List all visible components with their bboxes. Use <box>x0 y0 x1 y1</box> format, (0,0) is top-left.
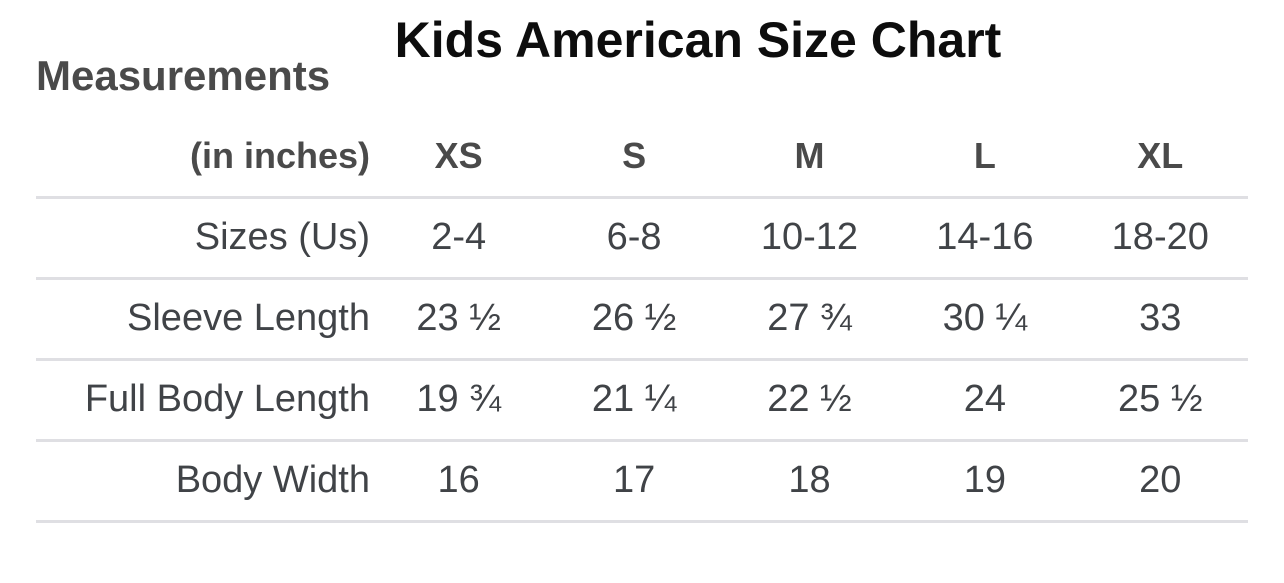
size-column-header-xl: XL <box>1137 134 1184 176</box>
size-value-cell: 27 ¾ <box>767 297 852 339</box>
size-value-cell: 16 <box>437 459 480 501</box>
size-value-cell: 24 <box>963 378 1006 420</box>
size-value-cell: 22 ½ <box>767 378 852 420</box>
table-row-sleeve-length: Sleeve Length 23 ½ 26 ½ 27 ¾ 30 ¼ 33 <box>36 278 1248 359</box>
size-value-cell: 30 ¼ <box>942 297 1028 339</box>
size-value-cell: 26 ½ <box>591 297 677 339</box>
measurements-label: Measurements <box>36 52 331 99</box>
size-value-cell: 19 ¾ <box>416 378 501 420</box>
size-chart-table: (in inches) XS S M L XL Sizes (Us) 2-4 6… <box>36 116 1248 523</box>
row-label: Sizes (Us) <box>194 216 370 258</box>
size-column-header-m: M <box>794 134 825 176</box>
size-value-cell: 23 ½ <box>416 297 501 339</box>
size-value-cell: 2-4 <box>431 216 487 258</box>
size-value-cell: 10-12 <box>760 216 859 258</box>
size-value-cell: 19 <box>963 459 1006 501</box>
page-title: Kids American Size Chart <box>394 12 1002 68</box>
row-label: Full Body Length <box>84 378 370 420</box>
size-value-cell: 18 <box>788 459 831 501</box>
size-value-cell: 18-20 <box>1111 216 1209 258</box>
size-value-cell: 6-8 <box>606 216 662 258</box>
size-column-header-s: S <box>622 134 647 176</box>
size-value-cell: 17 <box>612 459 656 501</box>
row-label: Body Width <box>175 459 370 501</box>
table-row-full-body-length: Full Body Length 19 ¾ 21 ¼ 22 ½ 24 25 ½ <box>36 359 1248 440</box>
size-value-cell: 14-16 <box>936 216 1034 258</box>
table-row-sizes-us: Sizes (Us) 2-4 6-8 10-12 14-16 18-20 <box>36 197 1248 278</box>
unit-header: (in inches) <box>189 134 370 176</box>
table-row-body-width: Body Width 16 17 18 19 20 <box>36 440 1248 521</box>
row-label: Sleeve Length <box>127 297 370 339</box>
size-value-cell: 25 ½ <box>1118 378 1203 420</box>
size-column-header-l: L <box>973 134 996 176</box>
size-value-cell: 21 ¼ <box>591 378 677 420</box>
size-value-cell: 20 <box>1139 459 1182 501</box>
size-value-cell: 33 <box>1139 297 1182 339</box>
table-header-row: (in inches) XS S M L XL <box>36 116 1248 197</box>
size-column-header-xs: XS <box>434 134 483 176</box>
